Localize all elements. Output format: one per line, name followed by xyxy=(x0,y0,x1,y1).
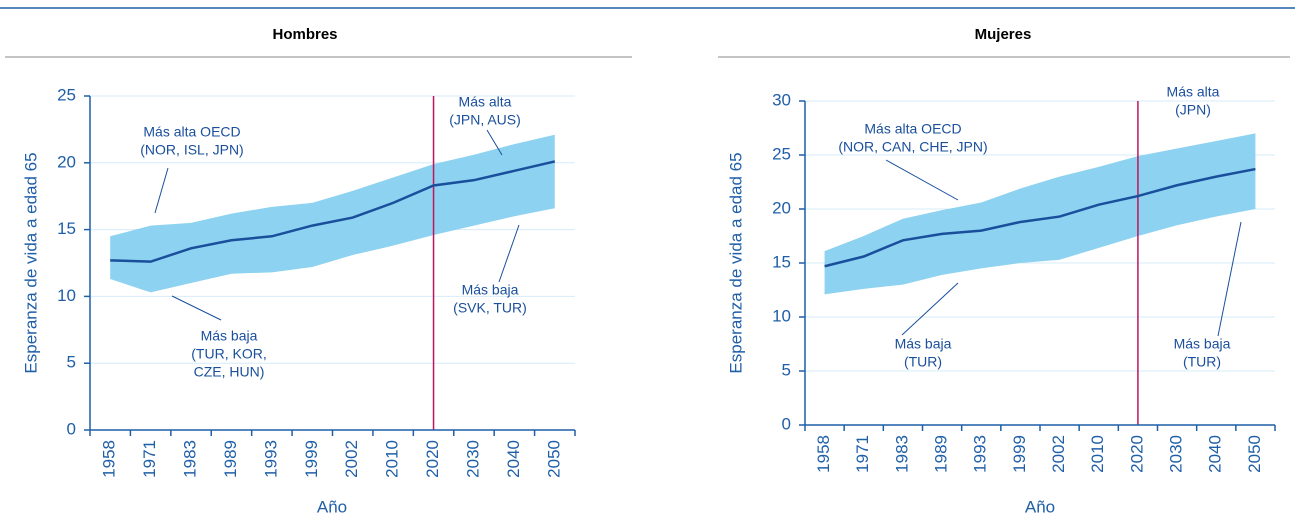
x-tick-label: 2010 xyxy=(1088,435,1107,473)
annotation: (TUR) xyxy=(904,354,942,370)
x-tick-label: 2020 xyxy=(423,440,442,478)
annotation: (TUR, KOR, xyxy=(191,346,266,362)
annotation-leader xyxy=(154,167,169,214)
annotation: Más alta xyxy=(459,94,512,110)
x-tick-label: 1971 xyxy=(140,440,159,478)
y-tick-label: 10 xyxy=(57,286,76,305)
annotation: (SVK, TUR) xyxy=(453,300,527,316)
x-tick-label: 1999 xyxy=(1010,435,1029,473)
y-tick-label: 30 xyxy=(772,90,791,109)
y-tick-label: 15 xyxy=(57,219,76,238)
x-tick-label: 2050 xyxy=(1245,435,1264,473)
x-tick-label: 1989 xyxy=(221,440,240,478)
annotation: (NOR, ISL, JPN) xyxy=(140,142,243,158)
x-axis-title: Año xyxy=(317,497,347,516)
x-tick-label: 2002 xyxy=(342,440,361,478)
annotation: (JPN) xyxy=(1175,102,1211,118)
x-tick-label: 1983 xyxy=(892,435,911,473)
x-tick-label: 1983 xyxy=(181,440,200,478)
annotation: (NOR, CAN, CHE, JPN) xyxy=(838,139,987,155)
y-axis-title: Esperanza de vida a edad 65 xyxy=(21,152,40,373)
x-tick-label: 1989 xyxy=(932,435,951,473)
chart-title: Mujeres xyxy=(975,26,1032,43)
x-tick-label: 2030 xyxy=(463,440,482,478)
series-line xyxy=(110,160,556,263)
x-tick-label: 1993 xyxy=(261,440,280,478)
y-tick-label: 20 xyxy=(57,152,76,171)
annotation-leader xyxy=(498,224,520,283)
x-axis-title: Año xyxy=(1025,497,1055,516)
annotation: Más alta xyxy=(1167,84,1220,100)
y-tick-label: 20 xyxy=(772,198,791,217)
annotation: Más alta OECD xyxy=(143,124,240,140)
x-tick-label: 1999 xyxy=(302,440,321,478)
x-tick-label: 2010 xyxy=(383,440,402,478)
annotation: CZE, HUN) xyxy=(194,364,265,380)
y-tick-label: 5 xyxy=(782,360,791,379)
y-tick-label: 5 xyxy=(67,353,76,372)
annotation: Más alta OECD xyxy=(864,121,961,137)
x-tick-label: 2050 xyxy=(544,440,563,478)
y-tick-label: 0 xyxy=(782,414,791,433)
annotation-leader xyxy=(885,159,959,201)
x-tick-label: 2020 xyxy=(1127,435,1146,473)
annotation-leader xyxy=(171,295,222,321)
y-tick-label: 15 xyxy=(772,252,791,271)
y-tick-label: 0 xyxy=(67,419,76,438)
y-tick-label: 10 xyxy=(772,306,791,325)
annotation: (JPN, AUS) xyxy=(449,112,521,128)
range-band xyxy=(110,134,555,293)
chart-title: Hombres xyxy=(272,26,337,43)
x-tick-label: 2030 xyxy=(1167,435,1186,473)
annotation: Más baja xyxy=(895,336,952,352)
y-axis-title: Esperanza de vida a edad 65 xyxy=(726,152,745,373)
annotation-leader xyxy=(901,282,959,336)
x-tick-label: 2040 xyxy=(1206,435,1225,473)
annotation-leader xyxy=(1217,221,1242,337)
x-tick-label: 1958 xyxy=(814,435,833,473)
annotation: Más baja xyxy=(1174,336,1231,352)
series-line xyxy=(824,167,1256,268)
annotation: (TUR) xyxy=(1183,354,1221,370)
y-tick-label: 25 xyxy=(57,85,76,104)
annotation: Más baja xyxy=(201,328,258,344)
x-tick-label: 2040 xyxy=(504,440,523,478)
annotation: Más baja xyxy=(462,282,519,298)
x-tick-label: 1993 xyxy=(971,435,990,473)
x-tick-label: 1971 xyxy=(853,435,872,473)
range-band xyxy=(824,133,1256,295)
annotation-leader xyxy=(486,129,503,156)
x-tick-label: 1958 xyxy=(100,440,119,478)
y-tick-label: 25 xyxy=(772,144,791,163)
x-tick-label: 2002 xyxy=(1049,435,1068,473)
